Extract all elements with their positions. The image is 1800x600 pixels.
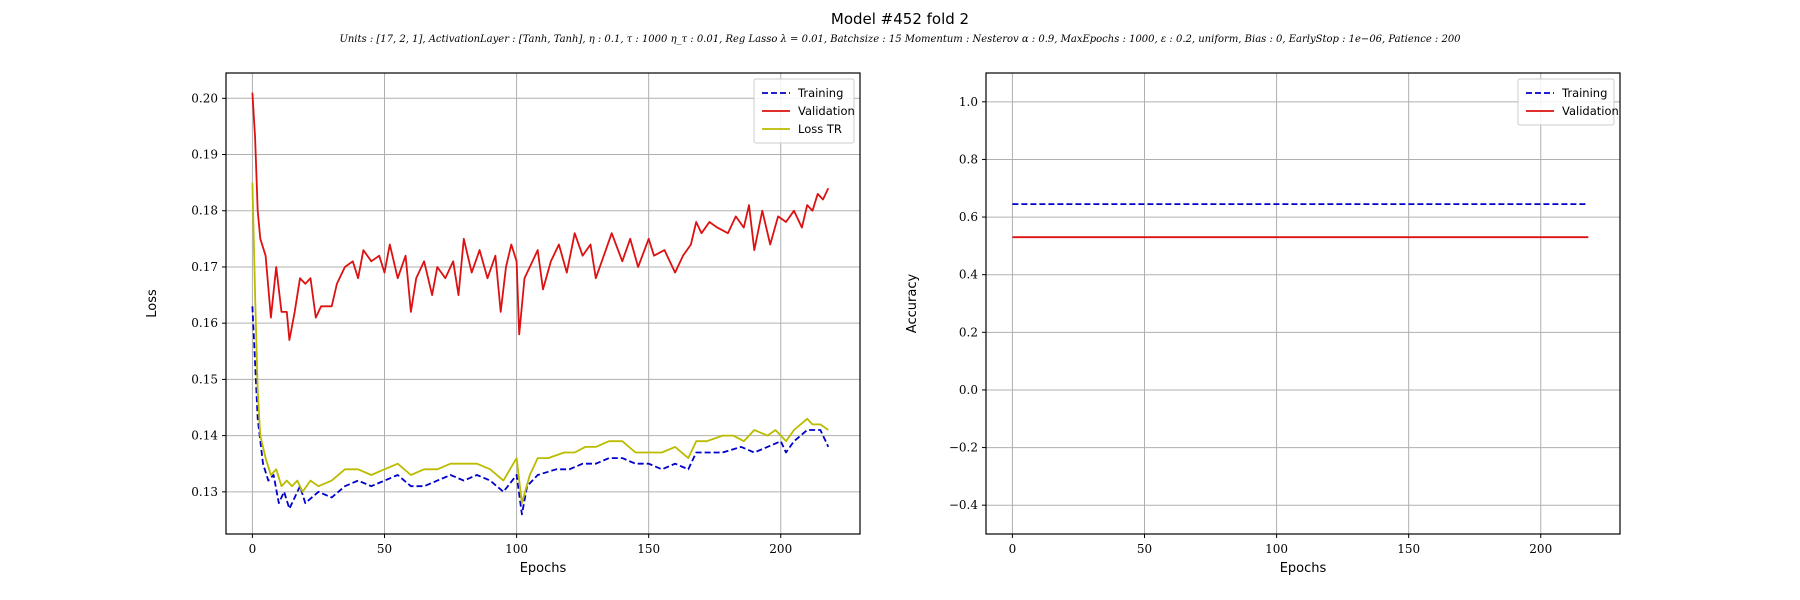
loss-ytick-label: 0.19 (191, 148, 218, 162)
loss-xtick-label: 100 (505, 542, 528, 556)
accuracy-ytick-label: 0.2 (959, 325, 978, 339)
accuracy-xtick-label: 150 (1397, 542, 1420, 556)
loss-legend-box (753, 78, 855, 144)
accuracy-ytick-label: 0.0 (959, 383, 978, 397)
accuracy-axes-frame (985, 72, 1621, 535)
accuracy-ytick-label: −0.4 (949, 498, 979, 512)
accuracy-xlabel: Epochs (1280, 561, 1327, 576)
loss-ytick-label: 0.13 (191, 485, 218, 499)
accuracy-ylabel: Accuracy (905, 274, 920, 334)
accuracy-legend-label: Training (1561, 86, 1607, 100)
loss-legend-label: Training (797, 86, 843, 100)
loss-ytick-label: 0.15 (191, 372, 218, 386)
accuracy-ytick-label: −0.2 (949, 441, 978, 455)
loss-xtick-label: 150 (637, 542, 660, 556)
loss-legend-label: Validation (798, 104, 855, 118)
loss-ytick-label: 0.20 (191, 91, 218, 105)
accuracy-legend: Training Validation (1517, 78, 1619, 126)
accuracy-xtick-label: 0 (1009, 542, 1017, 556)
figure-subtitle: Units : [17, 2, 1], ActivationLayer : [T… (339, 34, 1461, 45)
loss-xlabel: Epochs (520, 561, 567, 576)
accuracy-legend-label: Validation (1562, 104, 1619, 118)
loss-series-training (251, 306, 830, 516)
accuracy-ytick-label: 0.4 (959, 268, 978, 282)
accuracy-plot: 0 50 100 150 200 −0.4 −0.2 0.0 0.2 0.4 0.6 0.8 1.0 Ep… (905, 72, 1621, 576)
loss-ylabel: Loss (145, 289, 160, 318)
accuracy-ytick-label: 0.6 (959, 210, 978, 224)
accuracy-xtick-label: 50 (1137, 542, 1152, 556)
loss-legend-label: Loss TR (798, 122, 842, 136)
loss-series-loss-tr (251, 182, 829, 504)
loss-xtick-label: 50 (377, 542, 392, 556)
accuracy-xtick-label: 200 (1529, 542, 1552, 556)
loss-ytick-label: 0.14 (191, 429, 218, 443)
loss-plot: 0 50 100 150 200 0.13 0.14 0.15 0.16 0.17 0.18 0.19… (145, 72, 861, 576)
accuracy-xtick-label: 100 (1265, 542, 1288, 556)
loss-series-validation (251, 92, 830, 341)
figure-title: Model #452 fold 2 (831, 10, 969, 28)
loss-xtick-label: 200 (769, 542, 792, 556)
loss-xtick-label: 0 (249, 542, 257, 556)
loss-ytick-label: 0.17 (191, 260, 218, 274)
loss-legend: Training Validation Loss TR (753, 78, 855, 144)
loss-ytick-label: 0.16 (191, 316, 218, 330)
loss-axes-frame (225, 72, 861, 535)
loss-ytick-label: 0.18 (191, 204, 218, 218)
accuracy-ytick-label: 1.0 (959, 95, 978, 109)
accuracy-legend-box (1517, 78, 1615, 126)
accuracy-ytick-label: 0.8 (959, 152, 978, 166)
